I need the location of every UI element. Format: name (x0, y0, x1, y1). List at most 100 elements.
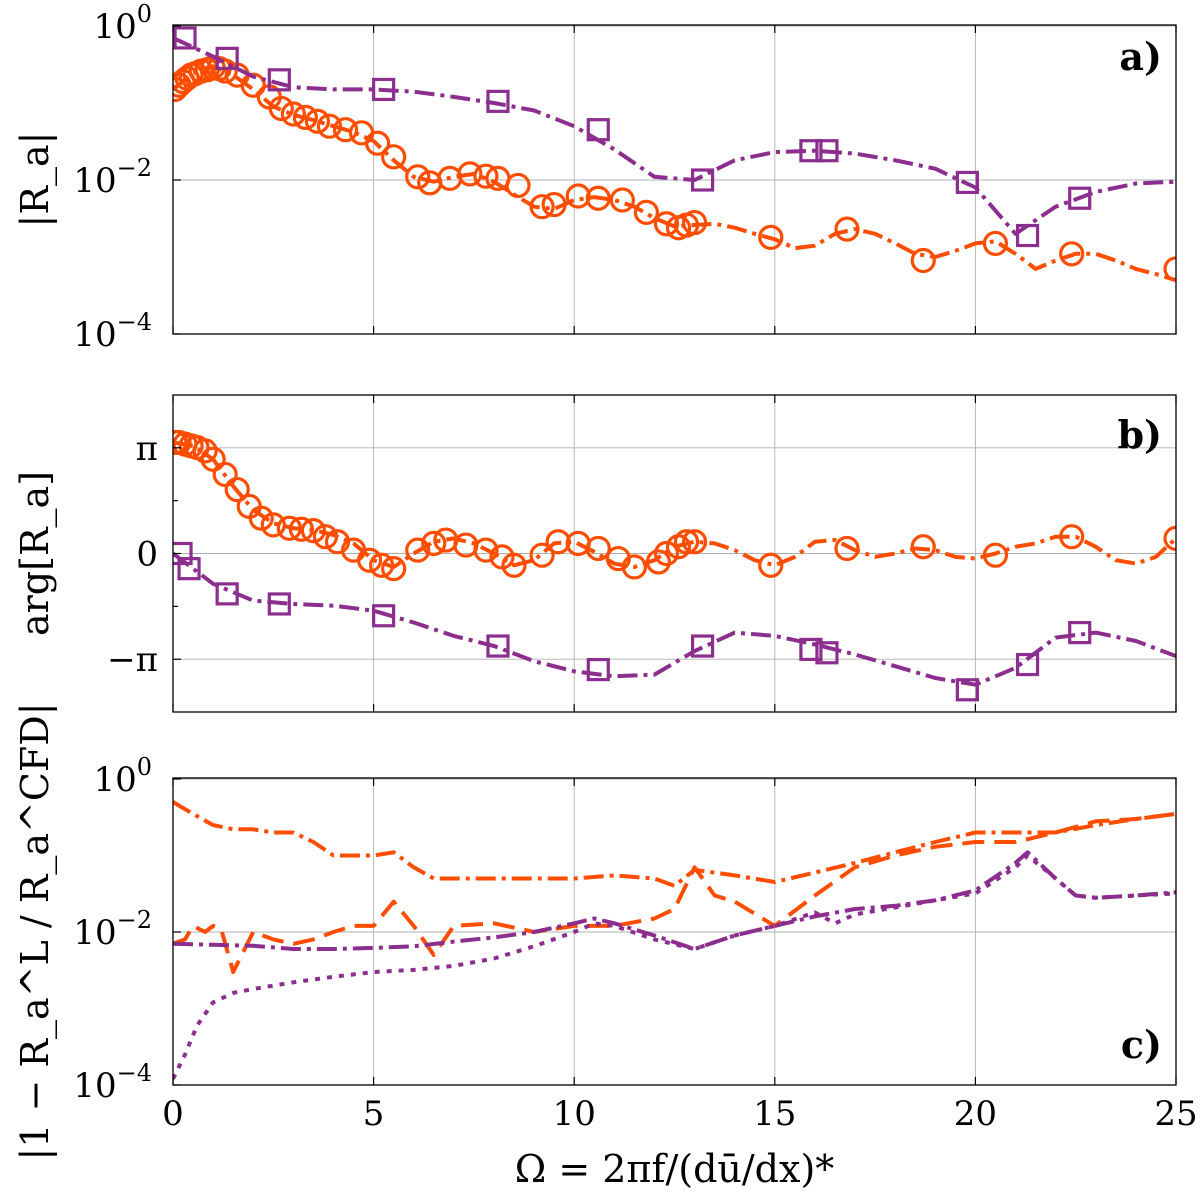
data-point-circle (312, 524, 339, 550)
data-point-square (1068, 186, 1092, 210)
data-point-square (177, 557, 201, 581)
data-point-circle (369, 552, 395, 578)
data-point-square (486, 89, 510, 113)
data-point-circle (529, 194, 555, 220)
data-point-circle (1163, 525, 1176, 551)
data-point-circle (200, 446, 226, 472)
series-purple-dotted (173, 853, 1176, 1080)
data-point-square (1015, 652, 1040, 677)
data-point-circle (982, 230, 1009, 257)
series-line-purple-squares (173, 36, 1176, 236)
data-point-square (815, 641, 839, 665)
data-point-square (690, 168, 715, 192)
data-point-circle (758, 224, 784, 250)
data-point-circle (473, 163, 499, 189)
data-point-circle (300, 518, 327, 544)
data-point-circle (834, 216, 860, 242)
x-tick-label: 0 (162, 1094, 184, 1134)
data-point-circle (192, 438, 218, 464)
data-point-circle (1059, 241, 1085, 267)
data-point-square (372, 77, 396, 102)
data-point-circle (609, 187, 635, 213)
series-purple-dashdot (173, 850, 1176, 951)
y-tick-exponent: −4 (117, 308, 152, 336)
data-point-circle (681, 209, 708, 236)
data-point-circle (565, 183, 591, 209)
data-point-square (955, 170, 979, 195)
series-orange-circles (173, 429, 1176, 582)
data-point-circle (758, 552, 784, 578)
y-tick-label: 0 (136, 535, 158, 575)
y-tick-label: −π (107, 640, 158, 680)
data-point-circle (529, 542, 555, 568)
data-point-circle (545, 529, 571, 555)
y-tick-exponent: −2 (117, 154, 152, 182)
series-line-orange-circles (173, 64, 1176, 283)
data-point-square (267, 68, 291, 92)
data-point-circle (982, 542, 1009, 568)
x-tick-label: 15 (753, 1094, 796, 1134)
y-axis-label: |R_a| (13, 132, 58, 228)
data-point-circle (910, 534, 936, 560)
y-tick-label: π (136, 429, 158, 469)
data-point-circle (365, 130, 391, 156)
data-point-square (799, 637, 823, 662)
series-purple-squares (173, 541, 1176, 702)
y-tick-label: 100 (93, 753, 152, 800)
data-point-circle (224, 476, 250, 503)
data-point-square (690, 634, 715, 658)
y-tick-exponent: 0 (137, 753, 152, 781)
series-orange-circles (173, 54, 1176, 283)
x-tick-label: 20 (954, 1094, 997, 1134)
data-point-square (1068, 620, 1092, 645)
x-tick-label: 5 (363, 1094, 385, 1134)
data-point-circle (248, 505, 274, 531)
series-line-orange-dashed (173, 811, 1176, 974)
data-point-square (955, 678, 979, 702)
axes-frame (172, 777, 1177, 1086)
data-point-circle (348, 120, 375, 146)
data-point-circle (292, 104, 318, 131)
data-point-circle (316, 113, 343, 139)
data-point-circle (405, 537, 431, 563)
data-point-circle (405, 164, 431, 190)
data-point-square (173, 26, 197, 50)
data-point-square (372, 604, 396, 628)
data-point-circle (356, 547, 383, 573)
data-point-circle (633, 199, 660, 225)
data-point-circle (268, 95, 294, 122)
y-tick-exponent: 0 (137, 0, 152, 28)
panel-b: π 0 −π b) arg[R_a] (13, 394, 1177, 713)
x-tick-label: 10 (553, 1094, 596, 1134)
data-point-square (815, 139, 839, 163)
data-point-square (486, 634, 510, 658)
series-orange-dashed (173, 811, 1176, 974)
data-point-circle (834, 535, 860, 562)
y-tick-base: 10 (93, 7, 136, 47)
series-orange-dashdot (173, 800, 1176, 888)
data-point-square (799, 139, 823, 163)
y-tick-base: 10 (73, 161, 116, 201)
data-point-circle (653, 211, 680, 237)
series-line-purple-squares (173, 551, 1176, 687)
y-tick-exponent: −2 (117, 906, 152, 934)
data-point-circle (212, 58, 238, 84)
data-point-circle (280, 101, 306, 127)
data-point-circle (421, 530, 447, 557)
y-tick-label: 10−2 (73, 906, 152, 953)
data-point-circle (276, 515, 302, 541)
data-point-square (267, 592, 291, 616)
data-point-circle (240, 72, 266, 98)
y-tick-exponent: −4 (117, 1059, 152, 1087)
data-point-circle (681, 529, 708, 555)
data-point-square (215, 46, 239, 70)
series-line-orange-dashdot (173, 800, 1176, 888)
y-tick-label: 10−4 (73, 1059, 152, 1106)
data-point-circle (645, 549, 672, 575)
panel-label: b) (1117, 412, 1162, 457)
y-tick-base: 10 (73, 315, 116, 355)
y-axis-label: |1 − R_a^L / R_a^CFD| (13, 702, 58, 1160)
data-point-circle (381, 144, 407, 170)
y-tick-base: 10 (73, 913, 116, 953)
